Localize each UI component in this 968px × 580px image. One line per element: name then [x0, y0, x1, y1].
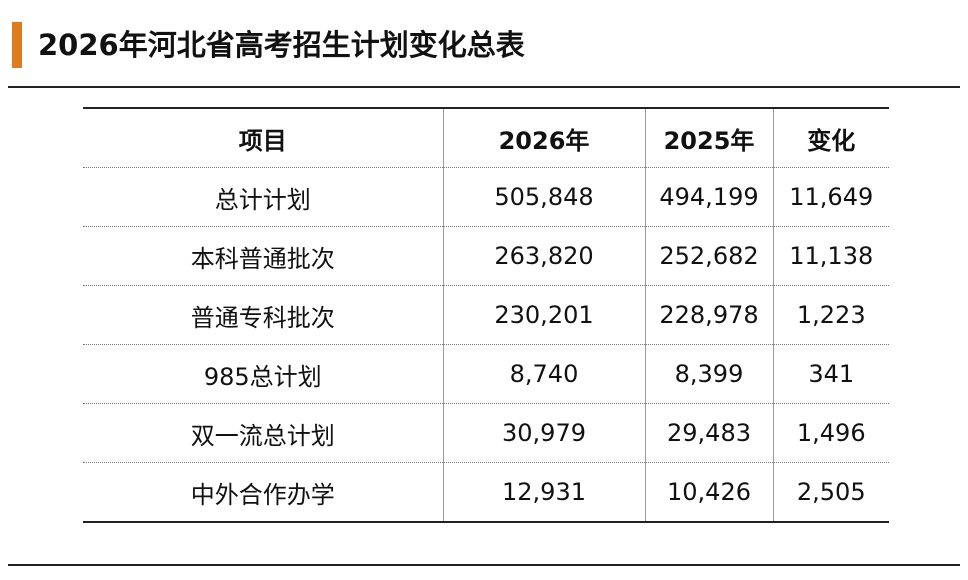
- table-row: 985总计划 8,740 8,399 341: [83, 344, 889, 404]
- title-accent: [12, 22, 22, 68]
- table-row: 双一流总计划 30,979 29,483 1,496: [83, 403, 889, 463]
- column-header: 2026年: [442, 108, 645, 168]
- table-cell: 本科普通批次: [83, 226, 443, 286]
- table-cell: 10,426: [644, 462, 773, 522]
- table-cell: 12,931: [442, 462, 645, 522]
- table-cell: 228,978: [644, 285, 773, 345]
- table-cell: 中外合作办学: [83, 462, 443, 522]
- table-cell: 505,848: [442, 167, 645, 227]
- table-cell: 29,483: [644, 403, 773, 463]
- table-cell: 8,740: [442, 344, 645, 404]
- top-rule: [8, 86, 960, 88]
- table-row: 普通专科批次 230,201 228,978 1,223: [83, 285, 889, 345]
- table-row: 总计计划 505,848 494,199 11,649: [83, 167, 889, 227]
- table-cell: 双一流总计划: [83, 403, 443, 463]
- page-title: 2026年河北省高考招生计划变化总表: [38, 28, 525, 62]
- plan-table: 项目 2026年 2025年 变化 总计计划 505,848 494,199 11,649 本…: [83, 107, 889, 523]
- table-cell: 2,505: [772, 462, 889, 522]
- column-header: 2025年: [644, 108, 773, 168]
- table-cell: 11,649: [772, 167, 889, 227]
- table-cell: 1,223: [772, 285, 889, 345]
- table-cell: 普通专科批次: [83, 285, 443, 345]
- table-row: 中外合作办学 12,931 10,426 2,505: [83, 462, 889, 522]
- bottom-rule: [8, 564, 960, 566]
- table-cell: 263,820: [442, 226, 645, 286]
- table-cell: 8,399: [644, 344, 773, 404]
- column-header: 项目: [238, 126, 287, 155]
- table-cell: 985总计划: [83, 344, 443, 404]
- table-body: 总计计划 505,848 494,199 11,649 本科普通批次 263,820 252…: [83, 167, 889, 522]
- table-cell: 341: [772, 344, 889, 404]
- header-row: 项目 2026年 2025年 变化: [83, 108, 889, 168]
- table-cell: 1,496: [772, 403, 889, 463]
- table-cell: 252,682: [644, 226, 773, 286]
- table-cell: 11,138: [772, 226, 889, 286]
- table-cell: 30,979: [442, 403, 645, 463]
- column-header: 变化: [772, 108, 889, 168]
- table-cell: 494,199: [644, 167, 773, 227]
- table-cell: 总计计划: [83, 167, 443, 227]
- table-cell: 230,201: [442, 285, 645, 345]
- table-row: 本科普通批次 263,820 252,682 11,138: [83, 226, 889, 286]
